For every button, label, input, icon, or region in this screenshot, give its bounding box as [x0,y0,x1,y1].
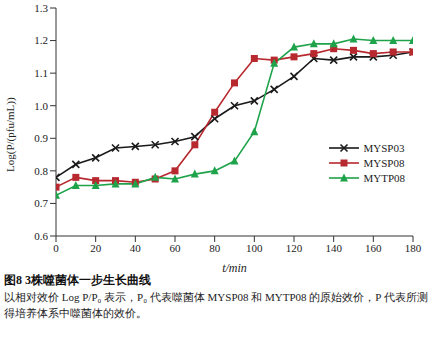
svg-text:0.8: 0.8 [34,165,48,177]
svg-text:60: 60 [170,242,182,254]
svg-text:160: 160 [365,242,382,254]
svg-text:1.3: 1.3 [34,2,48,14]
svg-text:140: 140 [325,242,342,254]
svg-text:1.1: 1.1 [34,67,48,79]
svg-text:1.0: 1.0 [34,100,48,112]
svg-text:80: 80 [209,242,221,254]
html-text:以相对效价 Log P/P₀ 表示，P₀ 代表噬菌体 MYS: 以相对效价 Log P/P₀ 表示，P₀ 代表噬菌体 MYSP08 和 MYTP… [4,291,428,319]
html-text:MYSP08: MYSP08 [363,156,405,169]
html-text:图8 3株噬菌体一步生长曲线: 图8 3株噬菌体一步生长曲线 [4,273,151,287]
svg-text:t/min: t/min [222,261,247,272]
svg-text:20: 20 [90,242,102,254]
html-text:MYSP03: MYSP03 [363,141,405,154]
svg-text:0.6: 0.6 [34,230,48,242]
svg-text:0.9: 0.9 [34,132,48,144]
svg-text:180: 180 [405,242,422,254]
svg-text:1.2: 1.2 [34,34,48,46]
html-text:MYTP08: MYTP08 [363,171,405,184]
svg-text:100: 100 [246,242,263,254]
svg-text:0: 0 [53,242,59,254]
svg-text:40: 40 [130,242,142,254]
svg-text:120: 120 [286,242,303,254]
svg-text:0.7: 0.7 [34,197,48,209]
svg-text:Log(P/(pfu/mL)): Log(P/(pfu/mL)) [8,97,17,172]
